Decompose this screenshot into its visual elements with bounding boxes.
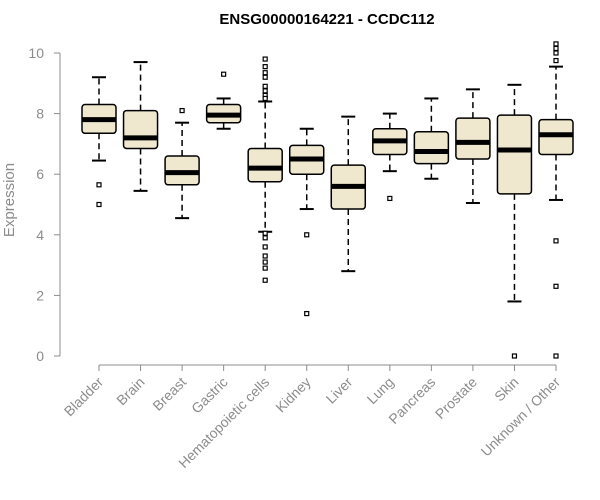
box-pancreas [413,97,450,180]
box-skin [496,83,533,359]
x-tick-label: Skin [491,374,522,405]
y-tick-label: 2 [36,287,44,303]
x-tick-label: Liver [323,374,356,407]
y-tick-label: 4 [36,227,44,243]
iqr-box [122,109,159,150]
outlier-point [262,244,268,250]
outlier-point [262,253,268,259]
outlier-point [96,182,102,188]
iqr-box [496,114,533,195]
outlier-point [262,235,268,241]
x-tick-label: Bladder [61,374,107,420]
x-tick-label: Kidney [272,374,314,416]
box-series [81,41,574,359]
outlier-point [262,259,268,265]
outlier-point [262,56,268,62]
outlier-point [553,57,559,64]
chart-title: ENSG00000164221 - CCDC112 [219,11,434,28]
outlier-point [553,45,559,52]
box-unknown-other [538,41,574,359]
outlier-point [304,310,310,317]
y-axis-label: Expression [1,163,18,237]
iqr-box [247,147,283,183]
outlier-point [262,88,268,94]
outlier-point [553,50,559,56]
outlier-point [262,64,268,70]
box-lung [372,112,408,202]
iqr-box [413,131,450,165]
y-tick-label: 10 [28,45,44,61]
box-breast [164,107,200,220]
y-axis: 0 2 4 6 8 10 [28,45,61,364]
box-gastric [205,71,242,130]
y-tick-label: 0 [36,348,44,364]
outlier-point [262,83,268,89]
outlier-point [553,238,559,244]
outlier-point [387,195,393,202]
x-tick-label: Brain [113,374,147,408]
box-hematopoietic-cells [247,56,283,283]
outlier-point [221,71,227,77]
y-tick-label: 8 [36,106,44,122]
outlier-point [96,201,102,208]
outlier-point [262,277,268,283]
iqr-box [455,117,491,160]
box-kidney [288,127,325,317]
outlier-point [553,353,559,359]
outlier-point [511,353,518,359]
x-tick-label: Breast [149,374,189,414]
outlier-point [262,230,268,236]
outlier-point [179,107,185,114]
x-tick-label: Lung [364,374,397,407]
outlier-point [262,95,268,102]
outlier-point [262,70,268,76]
box-brain [122,61,159,192]
box-liver [330,115,367,273]
box-bladder [81,76,117,208]
outlier-point [553,283,559,289]
x-tick-label: Unknown / Other [478,374,564,460]
outlier-point [304,232,310,238]
x-tick-label: Prostate [432,374,480,422]
y-tick-label: 6 [36,166,44,182]
outlier-point [553,41,559,47]
outlier-point [262,74,268,80]
outlier-point [262,265,268,271]
box-prostate [455,88,491,204]
